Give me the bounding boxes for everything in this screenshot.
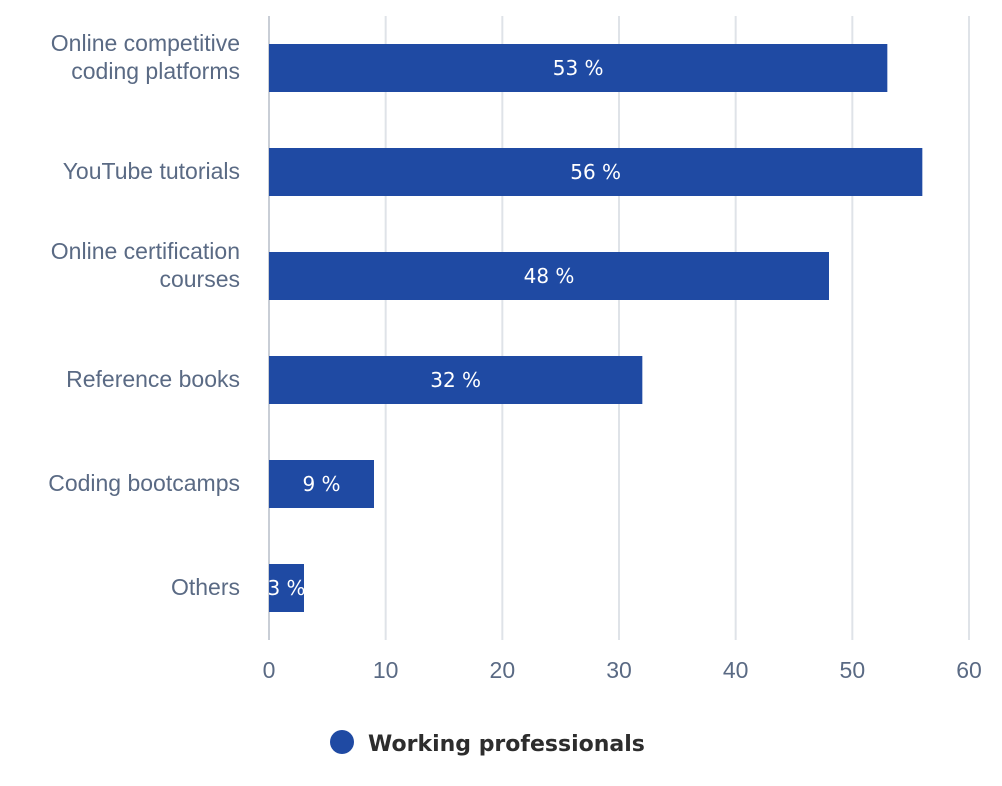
x-tick-label-50: 50 <box>840 657 866 683</box>
x-tick-label-10: 10 <box>373 657 399 683</box>
category-label-2-line-0: Online certification <box>51 238 240 264</box>
legend[interactable]: Working professionals <box>330 730 645 757</box>
data-label-3: 32 % <box>430 368 481 392</box>
data-label-5: 3 % <box>267 576 305 600</box>
category-label-0-line-0: Online competitive <box>51 30 240 56</box>
legend-marker <box>330 730 354 754</box>
x-tick-label-40: 40 <box>723 657 749 683</box>
x-tick-label-20: 20 <box>490 657 516 683</box>
x-tick-label-30: 30 <box>606 657 632 683</box>
data-label-1: 56 % <box>570 160 621 184</box>
data-label-4: 9 % <box>302 472 340 496</box>
category-label-3: Reference books <box>66 366 240 392</box>
category-label-2-line-1: courses <box>159 266 240 292</box>
data-label-0: 53 % <box>553 56 604 80</box>
category-label-5: Others <box>171 574 240 600</box>
x-tick-label-60: 60 <box>956 657 982 683</box>
x-axis-tick-labels: 0 10 20 30 40 50 60 <box>263 657 982 683</box>
x-tick-label-0: 0 <box>263 657 276 683</box>
grid-lines <box>269 16 969 640</box>
bars: 53 % 56 % 48 % 32 % 9 % 3 % <box>267 44 922 612</box>
category-label-1: YouTube tutorials <box>63 158 240 184</box>
legend-label-working-professionals: Working professionals <box>368 732 645 757</box>
category-label-4: Coding bootcamps <box>48 470 240 496</box>
category-label-0-line-1: coding platforms <box>71 58 240 84</box>
data-label-2: 48 % <box>524 264 575 288</box>
